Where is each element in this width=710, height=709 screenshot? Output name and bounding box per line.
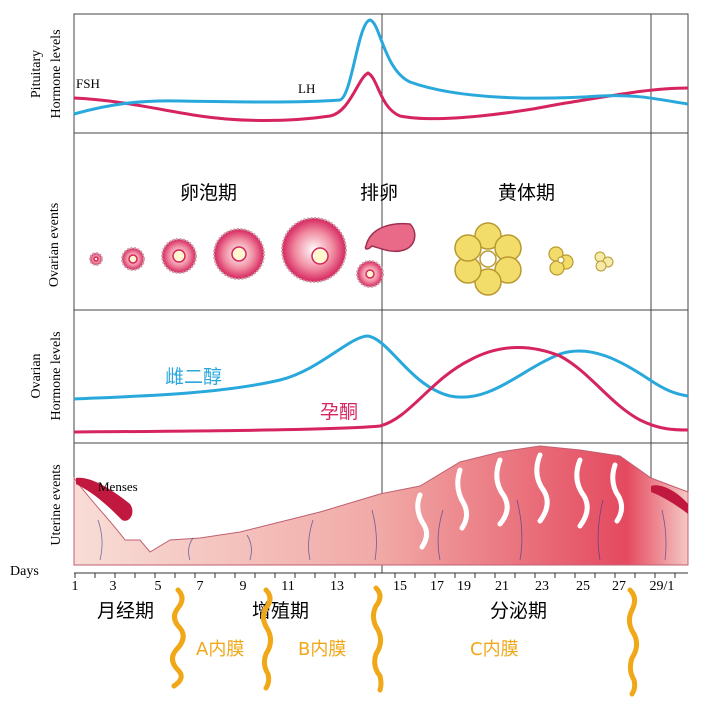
estradiol-label: 雌二醇 <box>165 366 222 388</box>
endometrium-a-label: A内膜 <box>196 639 244 660</box>
ruptured-follicle <box>364 222 416 253</box>
day-tick-label: 17 <box>430 579 444 594</box>
day-tick-label: 3 <box>110 579 117 594</box>
proliferative-phase-label: 增殖期 <box>252 600 309 622</box>
day-tick-label: 5 <box>155 579 162 594</box>
squiggle-1 <box>170 587 186 689</box>
day-axis: Days 1 3 5 7 9 11 13 15 17 19 21 23 25 27 29/1 <box>10 564 688 594</box>
lh-curve <box>73 18 689 116</box>
day-tick-label: 11 <box>281 579 294 594</box>
fsh-label: FSH <box>76 76 100 91</box>
endometrium-c-label: C内膜 <box>470 639 519 660</box>
pituitary-label-1: Pituitary <box>29 50 44 98</box>
ovulation-label: 排卵 <box>360 182 398 204</box>
endometrium-b-label: B内膜 <box>298 639 346 660</box>
day-tick-label: 29/1 <box>650 579 675 594</box>
day-tick-label: 7 <box>197 579 204 594</box>
secretory-phase-label: 分泌期 <box>490 600 547 622</box>
ovarian-events-label: Ovarian events <box>47 203 62 287</box>
pituitary-label-2: Hormone levels <box>49 29 64 118</box>
blood-vessels <box>97 499 667 561</box>
oocytes <box>93 246 375 279</box>
day-tick-label: 27 <box>612 579 626 594</box>
endometrial-glands <box>415 452 625 550</box>
orange-divider-squiggles <box>170 585 640 697</box>
day-tick-label: 13 <box>330 579 344 594</box>
day-tick-label: 19 <box>457 579 471 594</box>
luteal-phase-label: 黄体期 <box>498 182 555 204</box>
days-axis-label: Days <box>10 564 39 579</box>
corpus-albicans-small <box>594 251 614 272</box>
day-tick-label: 21 <box>495 579 509 594</box>
squiggle-2 <box>260 587 274 691</box>
squiggle-3 <box>370 585 384 693</box>
day-tick-label: 15 <box>393 579 407 594</box>
progesterone-curve <box>73 346 689 434</box>
day-tick-label: 25 <box>576 579 590 594</box>
corpus-luteum <box>454 222 522 296</box>
fsh-curve <box>73 71 689 122</box>
menses-tissue-right <box>651 485 688 514</box>
lh-label: LH <box>298 81 315 96</box>
menses-tissue <box>76 477 133 521</box>
follicular-phase-label: 卵泡期 <box>180 182 237 204</box>
follicle-sequence <box>89 217 384 288</box>
progesterone-label: 孕酮 <box>320 401 358 423</box>
menstrual-phase-label: 月经期 <box>97 600 154 622</box>
day-tick-label: 23 <box>535 579 549 594</box>
day-tick-label: 1 <box>72 579 79 594</box>
ovarian-hormone-label-1: Ovarian <box>29 353 44 398</box>
ovarian-hormone-label-2: Hormone levels <box>49 331 64 420</box>
menses-label: Menses <box>98 479 138 494</box>
day-tick-label: 9 <box>240 579 247 594</box>
corpus-albicans-large <box>548 246 574 276</box>
squiggle-4 <box>626 587 640 697</box>
uterine-events-label: Uterine events <box>49 464 64 545</box>
endometrium <box>73 445 689 566</box>
